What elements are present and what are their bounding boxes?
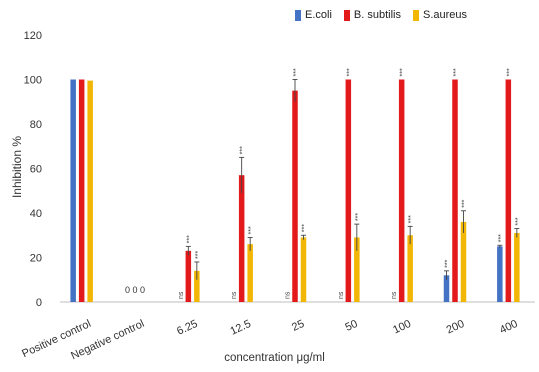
bar-0-8 [497, 246, 503, 302]
legend-label-bsubtilis: B. subtilis [353, 9, 401, 21]
bar-1-0 [78, 79, 85, 302]
bar-1-6 [398, 79, 405, 302]
bar-1-8 [505, 79, 512, 302]
significance-label: *** [186, 235, 193, 243]
legend-swatch-saureus [412, 9, 419, 21]
significance-label: *** [355, 213, 362, 221]
y-tick-label: 20 [30, 253, 42, 265]
significance-label: *** [240, 146, 247, 154]
significance-label: *** [498, 234, 505, 242]
x-tick-label: 25 [290, 318, 306, 334]
y-tick-label: 60 [30, 164, 42, 176]
significance-label: ns [338, 291, 345, 299]
bar-0-0 [70, 79, 76, 302]
significance-label: ns [231, 291, 238, 299]
legend: E.coli B. subtilis S.aureus [295, 9, 467, 21]
bar-2-0 [87, 80, 93, 302]
legend-label-ecoli: E.coli [305, 9, 332, 21]
bar-2-6 [407, 235, 413, 302]
bar-2-8 [514, 233, 520, 302]
bar-1-7 [452, 79, 458, 302]
significance-label: *** [293, 68, 300, 76]
bar-1-5 [345, 79, 352, 302]
bar-2-5 [354, 237, 360, 302]
significance-label: *** [515, 217, 522, 225]
significance-label: *** [400, 68, 407, 76]
x-tick-label: 6.25 [175, 318, 199, 338]
x-axis-title: concentration μg/ml [224, 352, 325, 364]
legend-swatch-ecoli [295, 9, 301, 21]
significance-label: *** [248, 226, 255, 234]
legend-swatch-bsubtilis [343, 9, 350, 21]
bar-2-2 [194, 270, 200, 302]
y-axis-title: Inhibition % [10, 135, 25, 199]
y-tick-label: 100 [24, 75, 42, 87]
annotation-label: 0 0 0 [125, 285, 145, 295]
x-tick-label: 100 [391, 318, 413, 337]
bar-2-7 [460, 221, 467, 302]
significance-label: *** [195, 251, 202, 259]
significance-label: *** [453, 68, 460, 76]
legend-item-ecoli: E.coli [295, 9, 332, 21]
significance-label: ns [285, 291, 292, 299]
bar-2-3 [247, 244, 253, 302]
significance-label: *** [462, 199, 469, 207]
bar-1-3 [238, 175, 245, 302]
significance-label: *** [346, 68, 353, 76]
significance-label: *** [302, 224, 309, 232]
x-tick-label: 12.5 [228, 318, 252, 338]
significance-label: ns [178, 291, 185, 299]
significance-label: *** [506, 68, 513, 76]
y-tick-label: 80 [30, 119, 42, 131]
legend-label-saureus: S.aureus [422, 9, 468, 21]
x-tick-label: 200 [445, 318, 467, 337]
legend-item-bsubtilis: B. subtilis [343, 9, 401, 21]
y-tick-label: 0 [36, 297, 42, 309]
significance-label: ns [391, 291, 398, 299]
bar-1-2 [185, 250, 192, 302]
significance-label: *** [445, 259, 452, 267]
bar-0-7 [443, 275, 450, 302]
x-tick-label: 50 [343, 318, 359, 334]
legend-item-saureus: S.aureus [412, 9, 468, 21]
bar-2-4 [300, 237, 307, 302]
significance-label: *** [408, 215, 415, 223]
bar-1-4 [292, 90, 298, 302]
x-tick-label: 400 [498, 318, 520, 337]
y-tick-label: 40 [30, 208, 42, 220]
y-tick-label: 120 [24, 30, 42, 42]
